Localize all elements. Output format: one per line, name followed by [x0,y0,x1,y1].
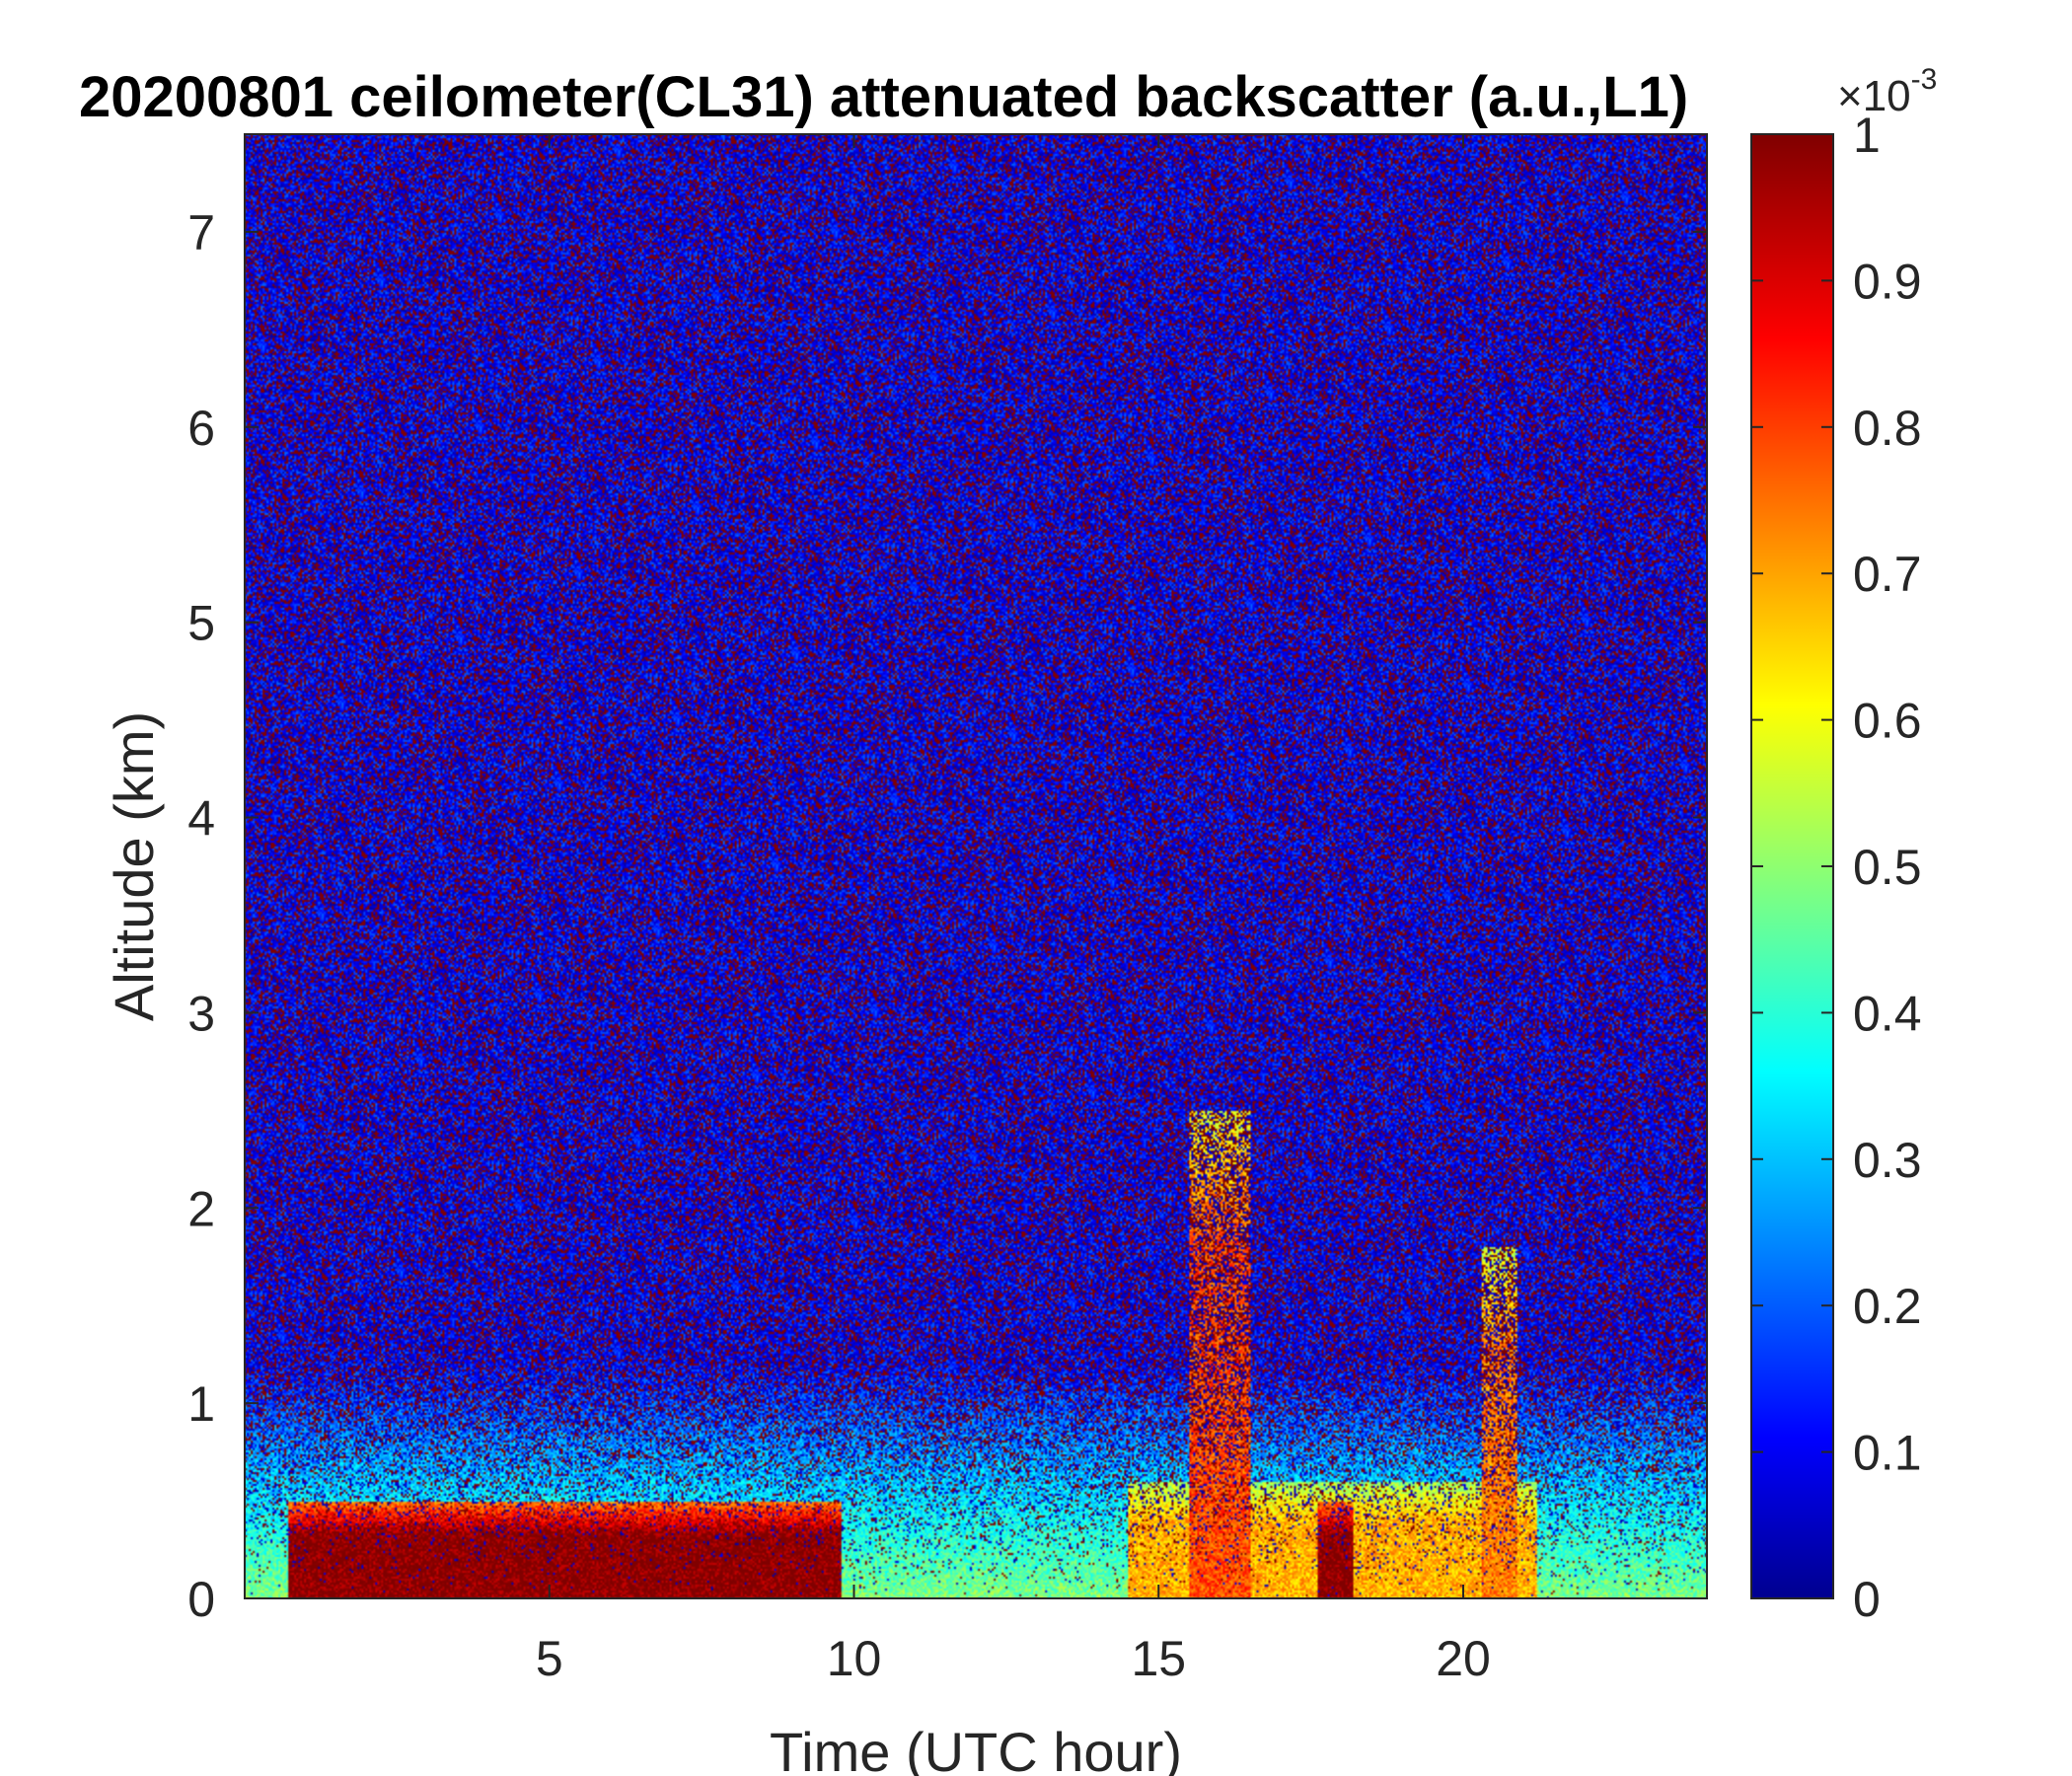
colorbar-tick-label-10: 1 [1853,108,1881,163]
colorbar-exponent-base: ×10 [1837,72,1911,120]
y-tick-label-1: 1 [187,1376,215,1432]
plot-frame [244,133,1708,1599]
plot-area [244,133,1708,1599]
y-tick-label-6: 6 [187,401,215,456]
colorbar-exponent-power: -3 [1911,63,1938,96]
colorbar: 0 0.1 0.2 0.3 0.4 0.5 0.6 0.7 0.8 0.9 1 ×10-3 [1750,63,1937,1627]
colorbar-tick-label-2: 0.2 [1853,1279,1922,1334]
x-axis-ticks: 5 10 15 20 [536,134,1491,1686]
colorbar-gradient [1750,133,1834,1599]
colorbar-ticks: 0 0.1 0.2 0.3 0.4 0.5 0.6 0.7 0.8 0.9 1 [1751,108,1922,1627]
x-tick-label-0: 5 [536,1631,563,1686]
colorbar-tick-label-1: 0.1 [1853,1426,1922,1481]
chart-title: 20200801 ceilometer(CL31) attenuated bac… [79,65,1688,129]
colorbar-tick-label-8: 0.8 [1853,401,1922,456]
x-tick-label-3: 20 [1436,1631,1491,1686]
colorbar-exponent: ×10-3 [1837,63,1937,120]
colorbar-tick-label-5: 0.5 [1853,840,1922,895]
colorbar-tick-label-9: 0.9 [1853,254,1922,309]
x-tick-label-2: 15 [1131,1631,1186,1686]
heatmap-image [245,134,1707,1598]
y-tick-label-0: 0 [187,1572,215,1627]
y-tick-label-3: 3 [187,986,215,1041]
y-axis-ticks: 0 1 2 3 4 5 6 7 [187,205,1707,1627]
colorbar-tick-label-7: 0.7 [1853,547,1922,602]
colorbar-tick-label-6: 0.6 [1853,694,1922,749]
x-tick-label-1: 10 [827,1631,882,1686]
y-tick-label-5: 5 [187,596,215,651]
y-tick-label-4: 4 [187,791,215,847]
y-axis-label: Altitude (km) [103,711,165,1021]
colorbar-tick-label-3: 0.3 [1853,1133,1922,1188]
y-tick-label-7: 7 [187,205,215,260]
colorbar-tick-label-0: 0 [1853,1572,1881,1627]
x-axis-label: Time (UTC hour) [770,1721,1182,1776]
heatmap-raster [245,134,1707,1598]
colorbar-tick-label-4: 0.4 [1853,986,1922,1041]
y-tick-label-2: 2 [187,1181,215,1236]
